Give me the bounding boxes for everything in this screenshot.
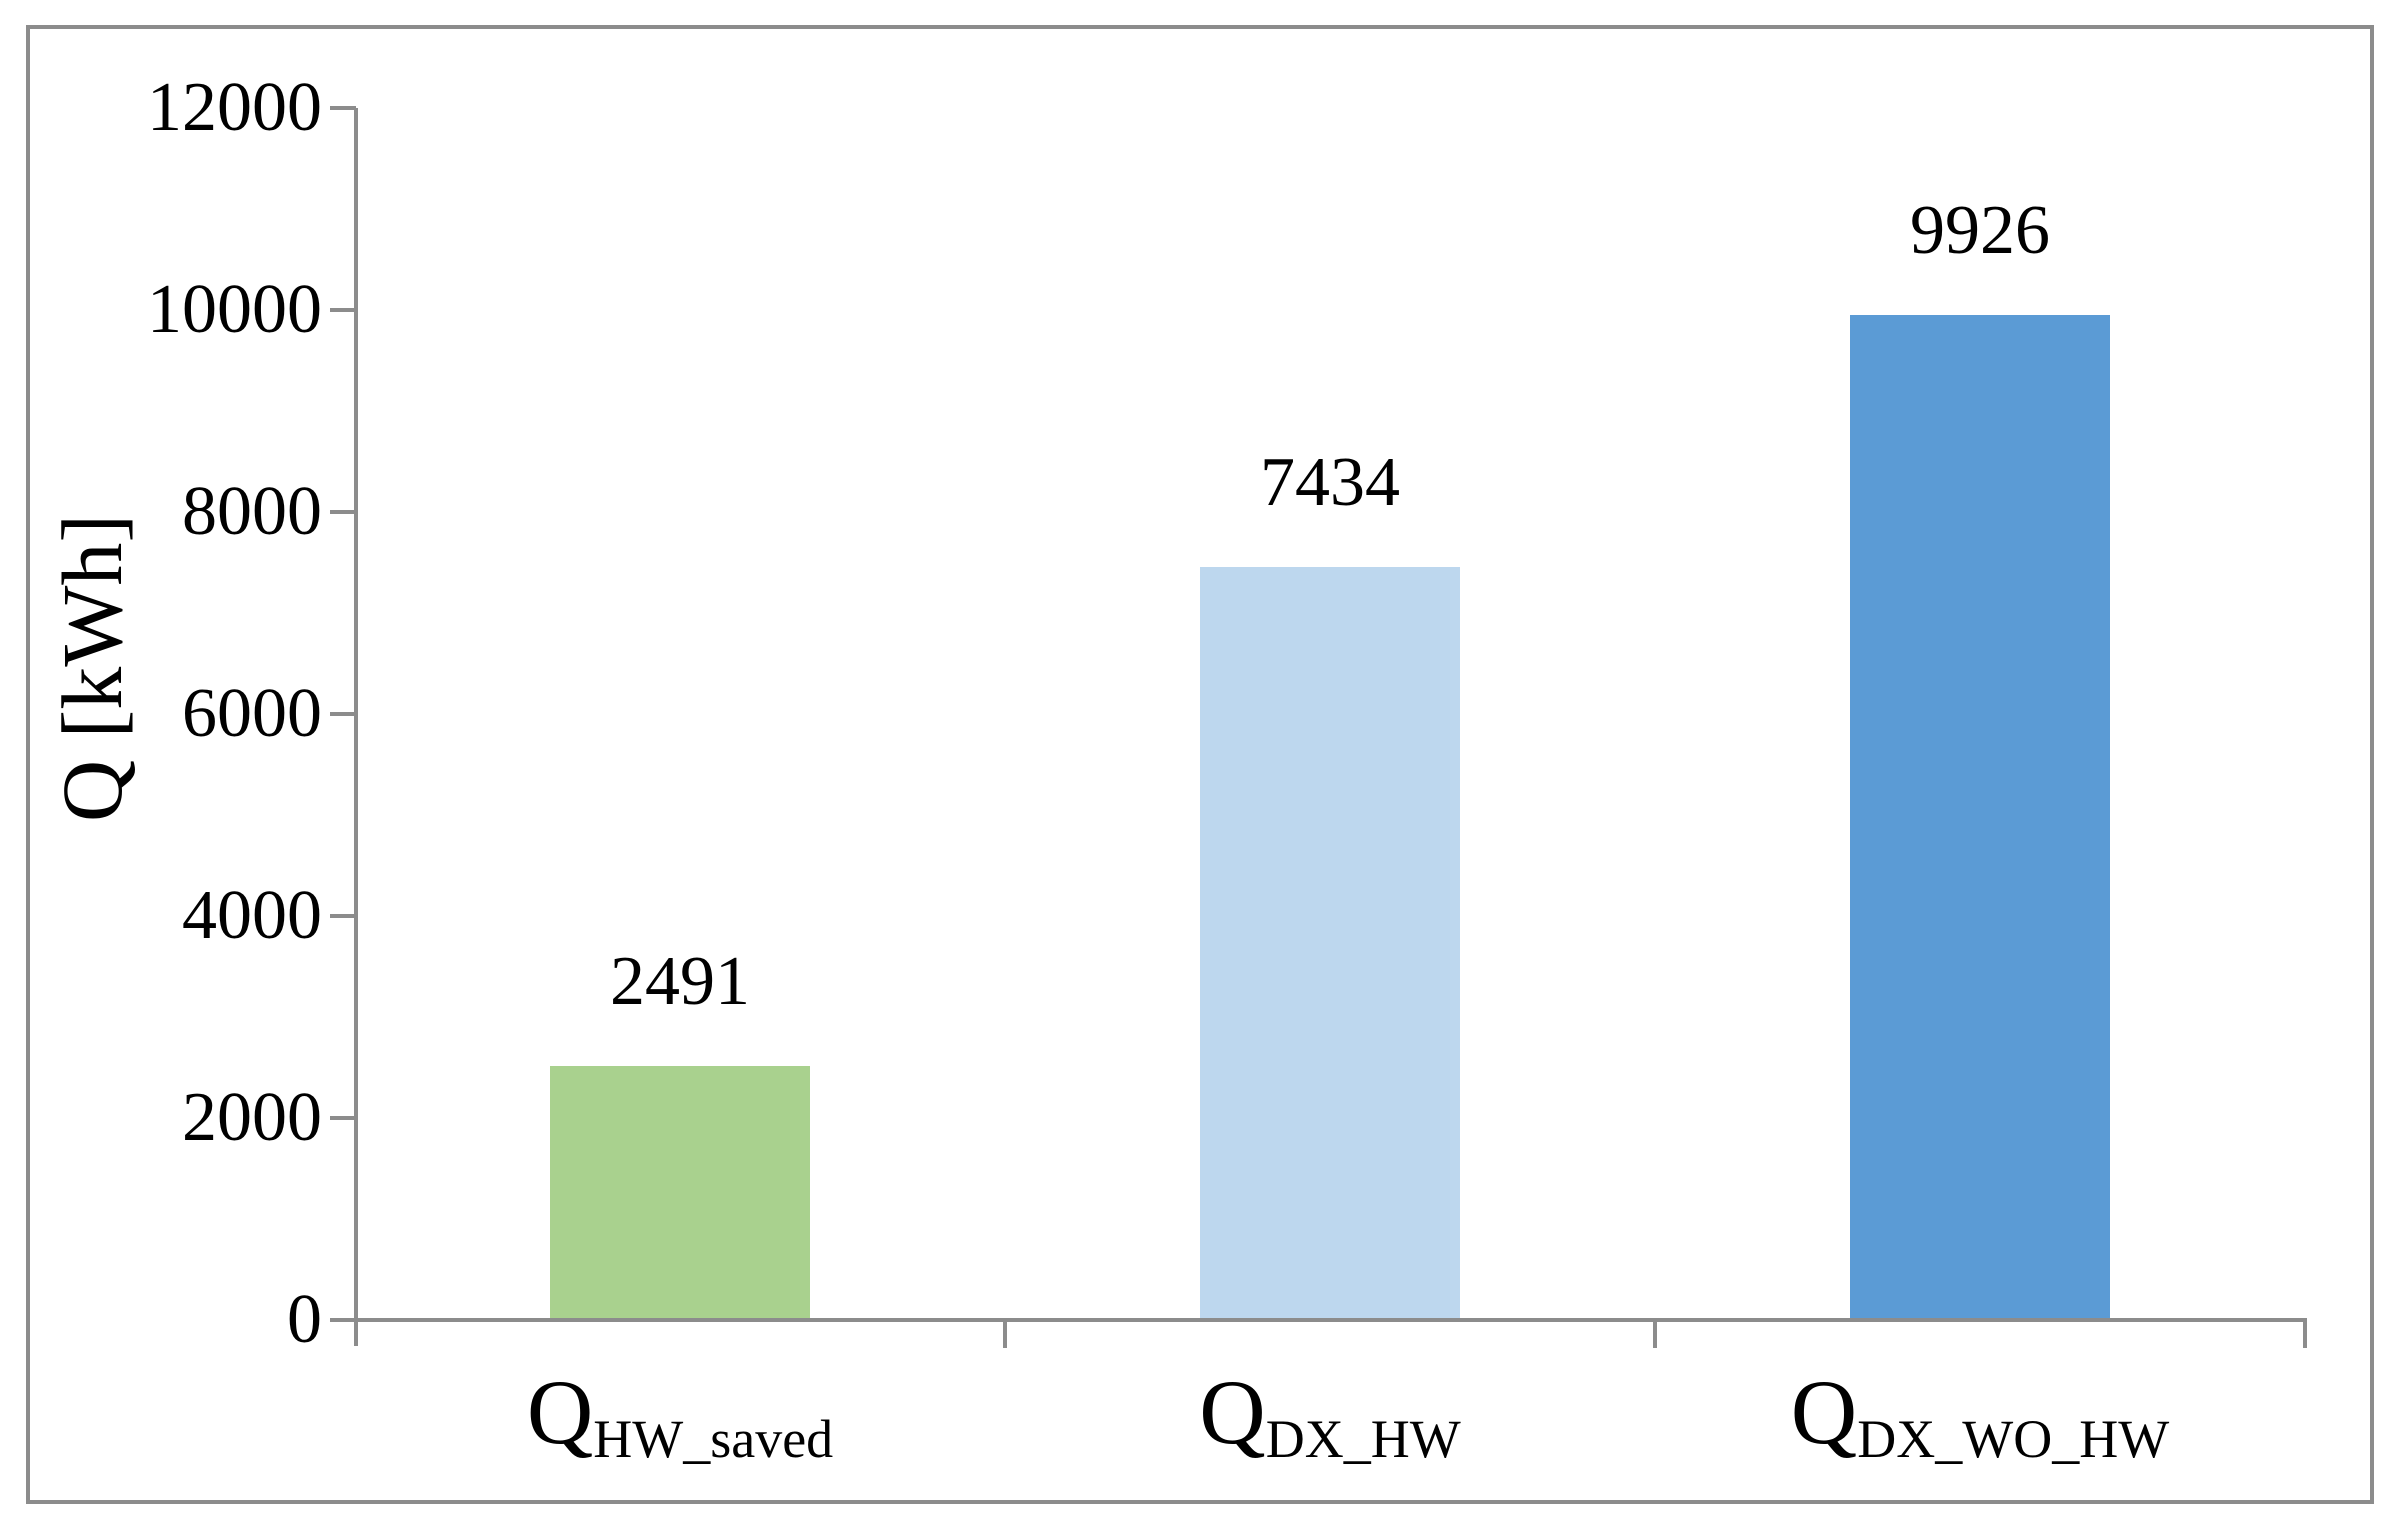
y-tick-10000 [330,308,356,312]
x-axis-line [355,1318,2307,1322]
category-subscript-1: DX_HW [1265,1409,1461,1469]
y-tick-6000 [330,712,356,716]
x-axis-boundary-tick-1 [1003,1322,1007,1348]
data-label-7434: 7434 [1260,444,1400,522]
category-label-HW_saved: QHW_saved [355,1361,1005,1469]
category-base-0: Q [526,1361,594,1463]
bar-Q-DX_WO_HW [1850,315,2110,1318]
y-axis-line [354,108,358,1346]
category-base-2: Q [1790,1361,1858,1463]
data-label-9926: 9926 [1910,192,2050,270]
category-label-DX_HW: QDX_HW [1005,1361,1655,1469]
chart-outer-border [26,25,2374,1504]
category-base-1: Q [1199,1361,1266,1463]
category-subscript-0: HW_saved [593,1409,834,1469]
y-tick-label-10000: 10000 [147,271,322,348]
y-tick-8000 [330,510,356,514]
x-axis-boundary-tick-3 [2303,1322,2307,1348]
bar-Q-HW_saved [550,1066,810,1318]
x-axis-boundary-tick-2 [1653,1322,1657,1348]
y-tick-2000 [330,1116,356,1120]
y-tick-label-0: 0 [287,1281,322,1358]
y-tick-label-2000: 2000 [182,1079,322,1156]
category-label-DX_WO_HW: QDX_WO_HW [1655,1361,2305,1469]
y-tick-label-8000: 8000 [182,473,322,550]
y-tick-label-12000: 12000 [147,69,322,146]
bar-Q-DX_HW [1200,567,1460,1318]
y-tick-label-6000: 6000 [182,675,322,752]
y-tick-4000 [330,914,356,918]
data-label-2491: 2491 [610,943,750,1021]
y-tick-label-4000: 4000 [182,877,322,954]
y-axis-title: Q [kWh] [44,513,140,823]
y-tick-12000 [330,106,356,110]
category-subscript-2: DX_WO_HW [1857,1409,2170,1469]
y-tick-0 [330,1318,356,1322]
